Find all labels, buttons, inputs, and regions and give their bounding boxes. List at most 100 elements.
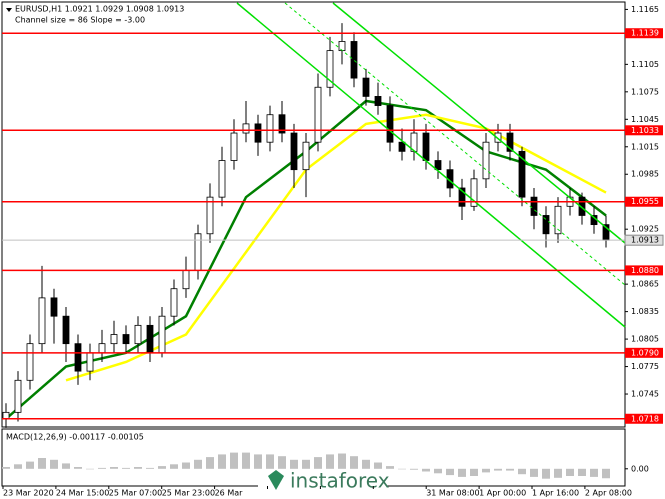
macd-bar <box>194 459 202 469</box>
macd-bar <box>434 468 442 474</box>
macd-bar <box>218 454 226 469</box>
candle-body <box>206 196 214 235</box>
y-tick-label: 1.0805 <box>631 335 659 344</box>
candle-body <box>38 297 46 345</box>
candle-body <box>266 114 274 143</box>
candle-body <box>470 178 478 207</box>
macd-bar <box>374 462 382 469</box>
logo-icon <box>268 470 284 490</box>
candle-body <box>14 379 22 413</box>
macd-bar <box>38 458 46 469</box>
macd-bar <box>254 454 262 469</box>
macd-bar <box>290 459 298 469</box>
macd-bar <box>278 456 286 469</box>
macd-bar <box>110 467 118 469</box>
macd-bar <box>86 468 94 470</box>
x-tick-label: 24 Mar 15:00 <box>56 489 109 498</box>
y-tick-label: 1.0775 <box>631 362 659 371</box>
macd-bar <box>242 452 250 469</box>
x-tick-label: 26 Mar <box>215 489 244 498</box>
candle-body <box>170 288 178 317</box>
macd-bar <box>62 463 70 469</box>
level-marker <box>625 413 663 424</box>
macd-bar <box>458 468 466 477</box>
candle-body <box>530 196 538 216</box>
macd-bar <box>230 452 238 469</box>
candle-body <box>302 141 310 171</box>
level-label: 1.0790 <box>631 348 659 357</box>
macd-title: MACD(12,26,9) -0.00117 -0.00105 <box>6 433 144 442</box>
candle-body <box>542 215 550 235</box>
y-tick-label: 1.0745 <box>631 390 659 399</box>
macd-bar <box>50 459 58 469</box>
candle-body <box>554 205 562 235</box>
macd-bar <box>98 467 106 469</box>
y-tick-label: 1.1045 <box>631 115 659 124</box>
macd-bar <box>134 467 142 469</box>
candle-body <box>338 41 346 52</box>
candle-body <box>350 41 358 79</box>
moving-average <box>65 113 607 382</box>
macd-bar <box>206 457 214 469</box>
macd-bar <box>494 468 502 471</box>
candle-body <box>578 196 586 216</box>
candle-body <box>146 324 154 354</box>
level-label: 1.0880 <box>631 266 659 275</box>
macd-bar <box>422 468 430 472</box>
current-price-marker <box>624 234 664 246</box>
level-marker <box>625 347 663 358</box>
candle-body <box>62 315 70 345</box>
macd-bar <box>518 468 526 475</box>
candle-body <box>158 315 166 354</box>
candle-body <box>254 123 262 143</box>
chart-title: EURUSD,H1 1.0921 1.0929 1.0908 1.0913 <box>15 5 184 14</box>
channel-line <box>236 2 626 328</box>
x-tick-label: 1 Apr 16:00 <box>532 489 579 498</box>
macd-bar <box>566 468 574 476</box>
candle-body <box>26 343 34 381</box>
candle-body <box>194 233 202 271</box>
macd-bar <box>410 468 418 470</box>
macd-bar <box>338 453 346 469</box>
candle-body <box>86 352 94 372</box>
candle-body <box>134 324 142 345</box>
y-tick-label: 1.0835 <box>631 307 659 316</box>
watermark: instaforex <box>290 469 390 493</box>
y-tick-label: 1.1075 <box>631 87 659 96</box>
current-price-label: 1.0913 <box>631 236 659 245</box>
candle-body <box>278 114 286 134</box>
macd-bar <box>122 467 130 469</box>
candle-body <box>458 187 466 207</box>
macd-bar <box>26 461 34 469</box>
macd-bar <box>542 468 550 479</box>
candle-body <box>74 343 82 372</box>
macd-bar <box>530 468 538 477</box>
candle-body <box>482 141 490 180</box>
macd-bar <box>386 466 394 469</box>
x-tick-label: 31 Mar 08:00 <box>426 489 479 498</box>
level-label: 1.1139 <box>631 29 659 38</box>
channel-mid-line <box>284 2 626 286</box>
macd-bar <box>506 468 514 471</box>
macd-bar <box>158 466 166 469</box>
logo: instaforex <box>258 466 390 496</box>
candle-body <box>242 123 250 134</box>
y-tick-label: 1.1105 <box>631 60 659 69</box>
channel-line <box>332 2 626 244</box>
candle-body <box>218 160 226 198</box>
macd-bar <box>326 454 334 469</box>
macd-bar <box>146 467 154 469</box>
candle-body <box>110 334 118 345</box>
macd-bar <box>302 459 310 469</box>
candle-body <box>50 297 58 317</box>
macd-bar <box>170 464 178 469</box>
macd-bar <box>578 468 586 476</box>
y-tick-label: 1.0925 <box>631 225 659 234</box>
macd-tick-label: 0.00 <box>631 464 649 473</box>
x-tick-label: 25 Mar 07:00 <box>109 489 162 498</box>
candle-body <box>434 160 442 171</box>
candle-body <box>326 50 334 88</box>
candle-body <box>314 86 322 143</box>
macd-bar <box>350 456 358 469</box>
